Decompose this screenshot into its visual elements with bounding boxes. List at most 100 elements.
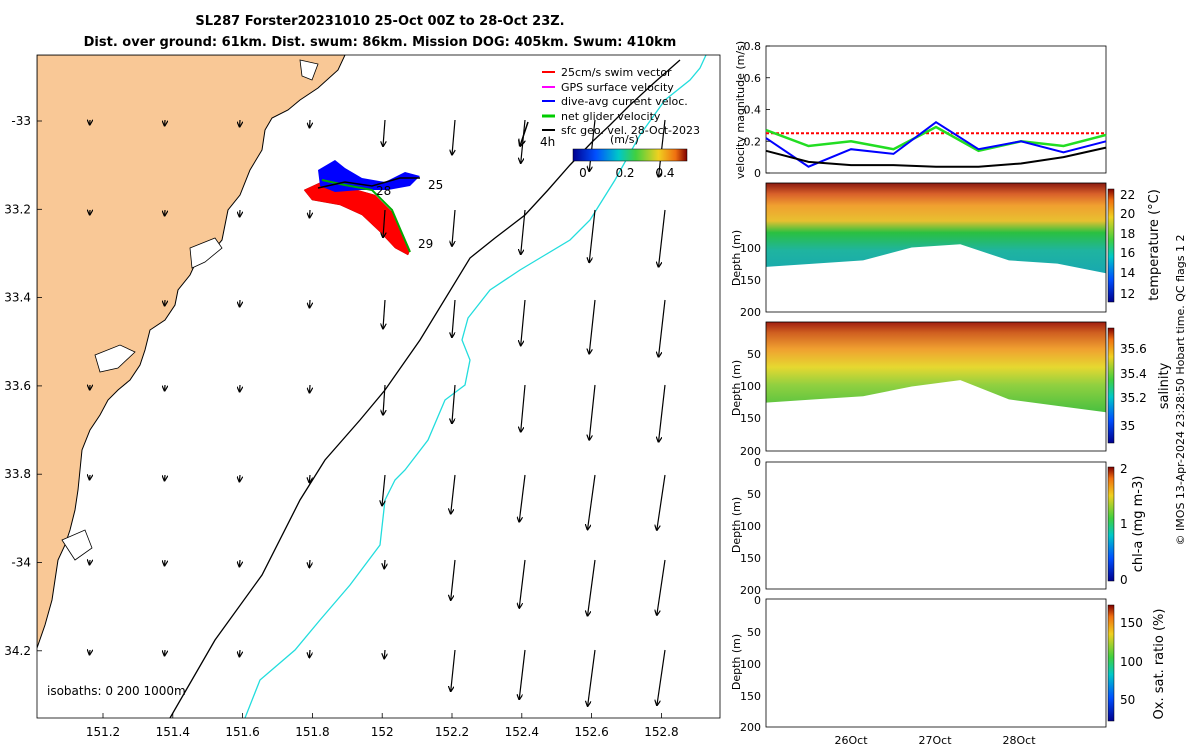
figure-title-line2: Dist. over ground: 61km. Dist. swum: 86k… bbox=[83, 35, 677, 50]
velocity-arrow bbox=[383, 209, 385, 238]
legend-swim-vector: 25cm/s swim vector bbox=[561, 66, 672, 79]
velocity-arrow bbox=[589, 209, 596, 263]
sal-ytick-100: 100 bbox=[740, 380, 761, 393]
velocity-ytick-label: 0 bbox=[754, 167, 761, 180]
velocity-arrow bbox=[659, 209, 666, 267]
velocity-series bbox=[765, 120, 1107, 168]
velocity-arrow bbox=[452, 299, 456, 337]
velocity-arrow bbox=[310, 119, 311, 128]
xtick-28oct: 28Oct bbox=[1002, 734, 1036, 747]
map-xtick-label: 151.6 bbox=[225, 725, 259, 739]
velocity-arrow bbox=[659, 384, 666, 442]
velocity-arrow bbox=[451, 559, 456, 600]
map-ytick-label: 33.2 bbox=[4, 202, 31, 216]
temp-cbar-16: 16 bbox=[1120, 246, 1135, 260]
sal-cbar-35-2: 35.2 bbox=[1120, 391, 1147, 405]
temp-ytick-200: 200 bbox=[740, 306, 761, 319]
isobath-note: isobaths: 0 200 1000m bbox=[47, 684, 186, 698]
velocity-arrow bbox=[521, 384, 526, 432]
salinity-frame bbox=[765, 321, 1107, 452]
velocity-arrow bbox=[90, 475, 91, 480]
temp-colorbar bbox=[1107, 188, 1115, 303]
temp-ylabel: Depth (m) bbox=[730, 230, 743, 286]
map-legend: 25cm/s swim vector GPS surface velocity … bbox=[520, 66, 700, 180]
velocity-arrow bbox=[383, 384, 385, 415]
temp-ytick-100: 100 bbox=[740, 242, 761, 255]
salinity-panel: 50 100 150 200 Depth (m) 35 35.2 35.4 35… bbox=[730, 321, 1172, 458]
sal-ytick-150: 150 bbox=[740, 412, 761, 425]
oxygen-frame bbox=[765, 598, 1107, 728]
velocity-arrow bbox=[384, 559, 385, 569]
map-ytick-label: -34 bbox=[11, 556, 31, 570]
velocity-series-line bbox=[765, 120, 1107, 168]
chla-cbar-2: 2 bbox=[1120, 462, 1128, 476]
map-xtick-label: 152 bbox=[371, 725, 394, 739]
sal-cbar-35-6: 35.6 bbox=[1120, 342, 1147, 356]
velocity-arrow bbox=[384, 649, 385, 659]
velocity-arrow bbox=[519, 649, 526, 700]
velocity-ytick-label: 0.2 bbox=[744, 135, 762, 148]
map-xtick-label: 151.4 bbox=[156, 725, 190, 739]
velocity-arrow bbox=[165, 474, 166, 481]
legend-net-glider: net glider velocity bbox=[561, 110, 661, 123]
temp-cbar-20: 20 bbox=[1120, 207, 1135, 221]
velocity-arrow bbox=[309, 474, 310, 483]
map-xtick-label: 152.2 bbox=[435, 725, 469, 739]
velocity-arrow bbox=[588, 559, 596, 616]
velocity-arrow bbox=[90, 650, 91, 655]
velocity-arrow bbox=[589, 299, 596, 354]
map-axis-ticks: 151.2 151.4 151.6 151.8 152 152.2 152.4 152.6 15… bbox=[4, 114, 678, 739]
arrow-scale-label: 4h bbox=[540, 135, 555, 149]
velocity-arrow bbox=[383, 119, 385, 146]
temperature-section bbox=[766, 183, 1106, 274]
velocity-y-ticks: 0 0.2 0.4 0.6 0.8 bbox=[744, 40, 770, 180]
velocity-arrow bbox=[165, 649, 166, 656]
chla-colorbar-label: chl-a (mg m-3) bbox=[1131, 476, 1146, 573]
map-ytick-label: -33 bbox=[11, 114, 31, 128]
day-label-28: 28 bbox=[376, 184, 391, 198]
ox-cbar-100: 100 bbox=[1120, 655, 1143, 669]
map-xtick-label: 151.2 bbox=[86, 725, 120, 739]
footer-credit: © IMOS 13-Apr-2024 23:28:50 Hobart time.… bbox=[1174, 235, 1187, 546]
map-xtick-label: 151.8 bbox=[295, 725, 329, 739]
ox-ylabel: Depth (m) bbox=[730, 634, 743, 690]
velocity-frame bbox=[765, 45, 1107, 174]
velocity-arrow bbox=[452, 209, 456, 246]
temp-colorbar-label: temperature (°C) bbox=[1147, 189, 1162, 301]
legend-gps-velocity: GPS surface velocity bbox=[561, 81, 674, 94]
temp-cbar-14: 14 bbox=[1120, 266, 1135, 280]
ox-ytick-0: 0 bbox=[754, 594, 761, 607]
velocity-arrow bbox=[310, 299, 311, 308]
sal-ylabel: Depth (m) bbox=[730, 360, 743, 416]
velocity-ytick-label: 0.8 bbox=[744, 40, 762, 53]
map-ytick-label: 34.2 bbox=[4, 644, 31, 658]
chla-ytick-50: 50 bbox=[747, 488, 761, 501]
velocity-arrow bbox=[310, 384, 311, 393]
velocity-arrow bbox=[451, 649, 456, 691]
velocity-arrow bbox=[310, 209, 311, 218]
sal-cbar-35-4: 35.4 bbox=[1120, 367, 1147, 381]
velocity-series-line bbox=[765, 125, 1107, 153]
map-ytick-label: 33.4 bbox=[4, 291, 31, 305]
velocity-arrow bbox=[382, 474, 386, 506]
speed-colorbar-tick-1: 0.2 bbox=[615, 166, 634, 180]
map-panel: 25 28 29 151.2 151.4 151.6 151.8 152 152.2 152… bbox=[4, 54, 721, 739]
chla-panel: 0 50 100 150 200 Depth (m) 0 1 2 chl-a (… bbox=[730, 456, 1146, 597]
ox-colorbar-label: Ox. sat. ratio (%) bbox=[1152, 609, 1167, 720]
map-frame bbox=[36, 54, 721, 719]
velocity-arrow bbox=[452, 119, 456, 155]
chla-cbar-1: 1 bbox=[1120, 517, 1128, 531]
ox-ytick-200: 200 bbox=[740, 721, 761, 734]
velocity-arrow bbox=[588, 474, 596, 530]
chla-ylabel: Depth (m) bbox=[730, 497, 743, 553]
chla-ytick-0: 0 bbox=[754, 456, 761, 469]
velocity-ytick-label: 0.4 bbox=[744, 104, 762, 117]
ox-ytick-100: 100 bbox=[740, 658, 761, 671]
temp-cbar-12: 12 bbox=[1120, 287, 1135, 301]
chla-ytick-200: 200 bbox=[740, 584, 761, 597]
temp-cbar-22: 22 bbox=[1120, 188, 1135, 202]
figure-title-line1: SL287 Forster20231010 25-Oct 00Z to 28-O… bbox=[195, 14, 565, 29]
velocity-arrow bbox=[519, 559, 526, 608]
chla-cbar-0: 0 bbox=[1120, 573, 1128, 587]
sal-ytick-50: 50 bbox=[747, 348, 761, 361]
